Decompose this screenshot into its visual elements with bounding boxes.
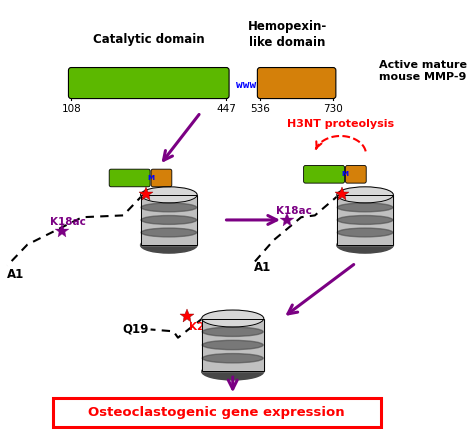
FancyBboxPatch shape: [304, 165, 345, 183]
Text: Active mature
mouse MMP-9: Active mature mouse MMP-9: [379, 60, 467, 82]
Ellipse shape: [337, 237, 393, 253]
Ellipse shape: [141, 203, 197, 212]
Text: K27me1: K27me1: [189, 322, 237, 332]
Text: Osteoclastogenic gene expression: Osteoclastogenic gene expression: [89, 406, 345, 419]
Text: A1: A1: [254, 261, 271, 274]
FancyBboxPatch shape: [68, 67, 229, 99]
FancyBboxPatch shape: [257, 67, 336, 99]
Text: K27me1: K27me1: [149, 200, 197, 211]
Ellipse shape: [141, 228, 197, 237]
Bar: [141, 195, 197, 245]
Ellipse shape: [202, 327, 263, 337]
Text: M: M: [147, 175, 154, 181]
Ellipse shape: [141, 215, 197, 224]
Bar: [337, 195, 393, 245]
Text: 108: 108: [61, 104, 81, 114]
Ellipse shape: [202, 310, 264, 327]
FancyBboxPatch shape: [53, 398, 381, 427]
Text: 447: 447: [217, 104, 236, 114]
Bar: [202, 319, 264, 371]
Text: Catalytic domain: Catalytic domain: [93, 33, 205, 46]
Text: K18ac: K18ac: [50, 217, 86, 227]
Bar: [337, 195, 393, 245]
Text: K18ac: K18ac: [276, 206, 311, 216]
Text: M: M: [341, 171, 348, 177]
Ellipse shape: [337, 215, 393, 224]
Ellipse shape: [141, 237, 197, 253]
FancyBboxPatch shape: [151, 169, 172, 187]
Bar: [141, 195, 197, 245]
Ellipse shape: [337, 203, 393, 212]
Ellipse shape: [337, 228, 393, 237]
Ellipse shape: [141, 187, 197, 203]
Bar: [202, 319, 264, 371]
Text: Hemopexin-
like domain: Hemopexin- like domain: [248, 20, 327, 49]
Ellipse shape: [202, 354, 263, 363]
FancyBboxPatch shape: [346, 165, 366, 183]
Ellipse shape: [337, 187, 393, 203]
Ellipse shape: [202, 340, 263, 350]
Text: Q19: Q19: [122, 323, 149, 336]
FancyBboxPatch shape: [109, 169, 150, 187]
Text: www: www: [237, 80, 256, 90]
Text: 730: 730: [323, 104, 343, 114]
Text: H3NT proteolysis: H3NT proteolysis: [287, 119, 394, 129]
Text: A1: A1: [7, 268, 25, 281]
Text: K27me1: K27me1: [345, 200, 393, 211]
Ellipse shape: [202, 363, 264, 380]
Text: 536: 536: [250, 104, 270, 114]
